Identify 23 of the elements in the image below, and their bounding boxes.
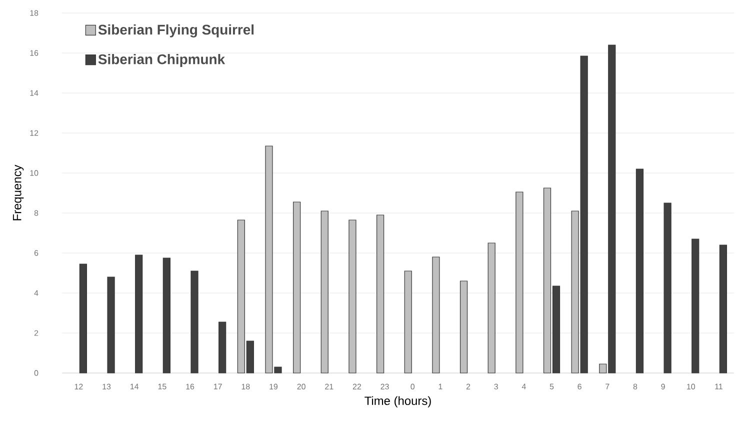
bar	[432, 256, 440, 374]
bar	[488, 242, 496, 374]
bar	[320, 210, 328, 374]
bar	[348, 220, 356, 374]
bar	[218, 322, 226, 374]
y-axis-title: Frequency	[12, 164, 24, 220]
bar	[107, 276, 115, 374]
x-axis-title: Time (hours)	[364, 396, 431, 408]
bar	[719, 244, 728, 374]
bar	[636, 168, 644, 374]
bar	[404, 270, 412, 374]
bar	[135, 254, 143, 374]
bar	[79, 264, 87, 374]
bar	[376, 214, 384, 374]
bar	[516, 192, 524, 374]
legend-label: Siberian Flying Squirrel	[98, 24, 254, 38]
bar	[664, 202, 672, 374]
bar	[190, 270, 198, 374]
bar	[162, 258, 170, 374]
bar	[692, 238, 700, 374]
bar	[293, 202, 301, 374]
bar	[460, 280, 468, 374]
legend-label: Siberian Chipmunk	[98, 54, 226, 67]
